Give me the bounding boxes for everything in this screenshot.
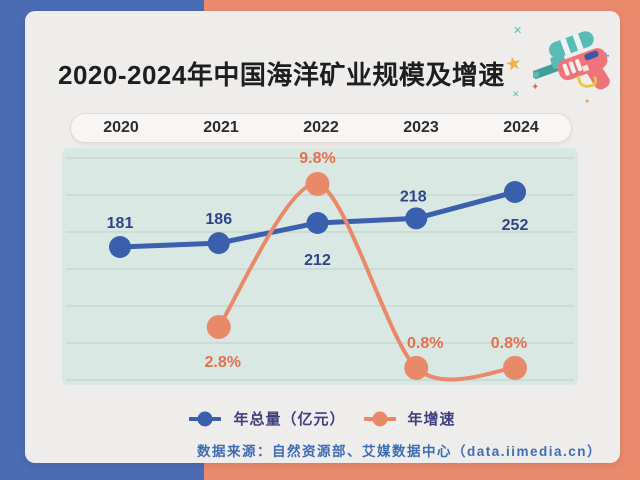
sparkle-cross-icon: ✕ [512,89,520,99]
data-point [305,172,330,196]
legend-marker-growth-icon [363,411,396,426]
legend-label-growth: 年增速 [407,411,456,428]
value-label: 218 [400,188,427,205]
growth-line [216,181,517,382]
value-label: 212 [304,252,331,269]
legend-marker-total-icon [189,411,222,426]
year-label-2022: 2022 [303,119,339,136]
data-source: 数据来源：自然资源部、艾媒数据中心（data.iimedia.cn） [196,444,602,459]
legend-item-growth: 年增速 [363,408,456,429]
year-label-2020: 2020 [103,119,139,136]
chart-legend: 年总量（亿元） 年增速 [25,408,620,429]
sparkle-diamond-icon: ✦ [531,82,540,93]
value-label: 2.8% [205,354,241,371]
data-point [504,181,526,203]
line-chart: 181 186 212 218 252 2.8% 9.8% 0.8% 0.8% [62,148,578,385]
line-chart-svg: 181 186 212 218 252 2.8% 9.8% 0.8% 0.8% [66,150,574,382]
value-label: 9.8% [299,150,335,167]
year-label-2024: 2024 [503,119,539,136]
data-point [405,207,428,230]
sparkle-cross-icon: ✕ [513,25,523,37]
value-label: 0.8% [491,335,527,352]
water-gun-icon [533,31,610,90]
year-label-2023: 2023 [403,119,439,136]
data-point [206,315,231,339]
value-label: 181 [107,215,134,232]
legend-label-total: 年总量（亿元） [233,411,346,428]
sparkle-dot-icon: ● [585,98,590,105]
data-point [503,355,527,380]
value-label: 186 [205,211,232,228]
data-point [207,232,230,255]
year-axis: 2020 2021 2022 2023 2024 [70,113,572,143]
legend-item-total: 年总量（亿元） [189,408,345,429]
water-gun-decoration: ✕ ★ ✦ ✕ ✚ ● [503,17,633,117]
data-point [306,211,329,234]
sparkle-star-icon: ★ [503,52,525,77]
page-title: 2020-2024年中国海洋矿业规模及增速 [58,60,505,90]
data-point [404,355,429,380]
data-point [109,236,131,258]
value-label: 252 [502,217,529,234]
content-card: 2020-2024年中国海洋矿业规模及增速 ✕ ★ ✦ ✕ ✚ ● [25,11,620,463]
year-label-2021: 2021 [203,119,239,136]
value-label: 0.8% [407,335,443,352]
